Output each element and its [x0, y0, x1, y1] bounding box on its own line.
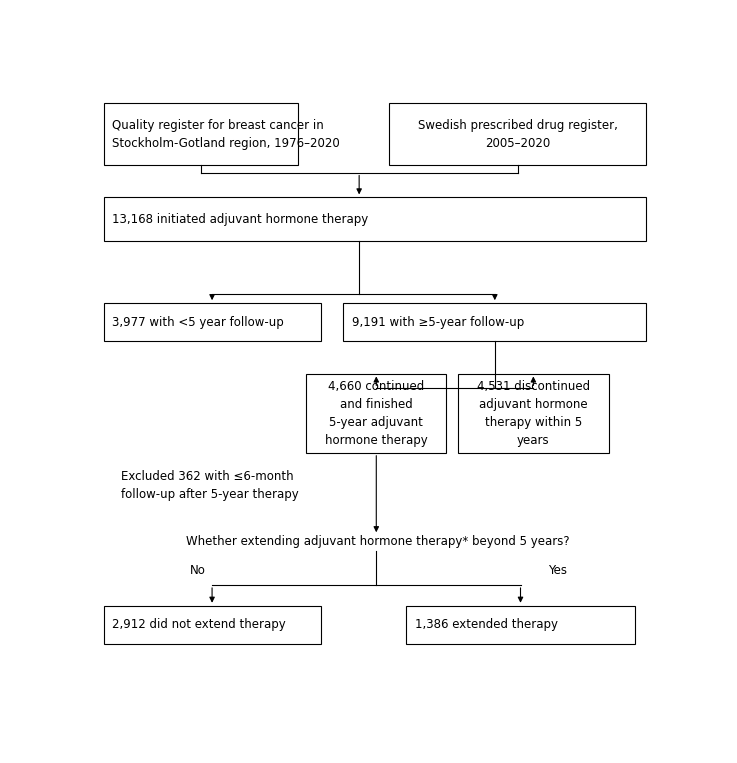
Bar: [103, 198, 646, 241]
Bar: [307, 374, 447, 453]
Bar: [103, 606, 321, 644]
Text: No: No: [190, 564, 206, 577]
Text: Yes: Yes: [548, 564, 567, 577]
Bar: [458, 374, 609, 453]
Text: 9,191 with ≥5-year follow-up: 9,191 with ≥5-year follow-up: [352, 316, 524, 329]
Text: 2,912 did not extend therapy: 2,912 did not extend therapy: [112, 618, 286, 631]
Text: Quality register for breast cancer in
Stockholm-Gotland region, 1976–2020: Quality register for breast cancer in St…: [112, 119, 340, 150]
Bar: [103, 303, 321, 341]
Bar: [406, 606, 635, 644]
Bar: [389, 103, 646, 165]
Text: 13,168 initiated adjuvant hormone therapy: 13,168 initiated adjuvant hormone therap…: [112, 213, 368, 226]
Text: 4,660 continued
and finished
5-year adjuvant
hormone therapy: 4,660 continued and finished 5-year adju…: [325, 380, 427, 446]
Text: 1,386 extended therapy: 1,386 extended therapy: [415, 618, 558, 631]
Bar: [343, 303, 646, 341]
Text: 4,531 discontinued
adjuvant hormone
therapy within 5
years: 4,531 discontinued adjuvant hormone ther…: [477, 380, 590, 446]
Text: 3,977 with <5 year follow-up: 3,977 with <5 year follow-up: [112, 316, 284, 329]
Text: Swedish prescribed drug register,
2005–2020: Swedish prescribed drug register, 2005–2…: [418, 119, 618, 150]
Text: Excluded 362 with ≤6-month
follow-up after 5-year therapy: Excluded 362 with ≤6-month follow-up aft…: [121, 470, 298, 501]
Bar: [103, 103, 298, 165]
Text: Whether extending adjuvant hormone therapy* beyond 5 years?: Whether extending adjuvant hormone thera…: [186, 535, 570, 548]
